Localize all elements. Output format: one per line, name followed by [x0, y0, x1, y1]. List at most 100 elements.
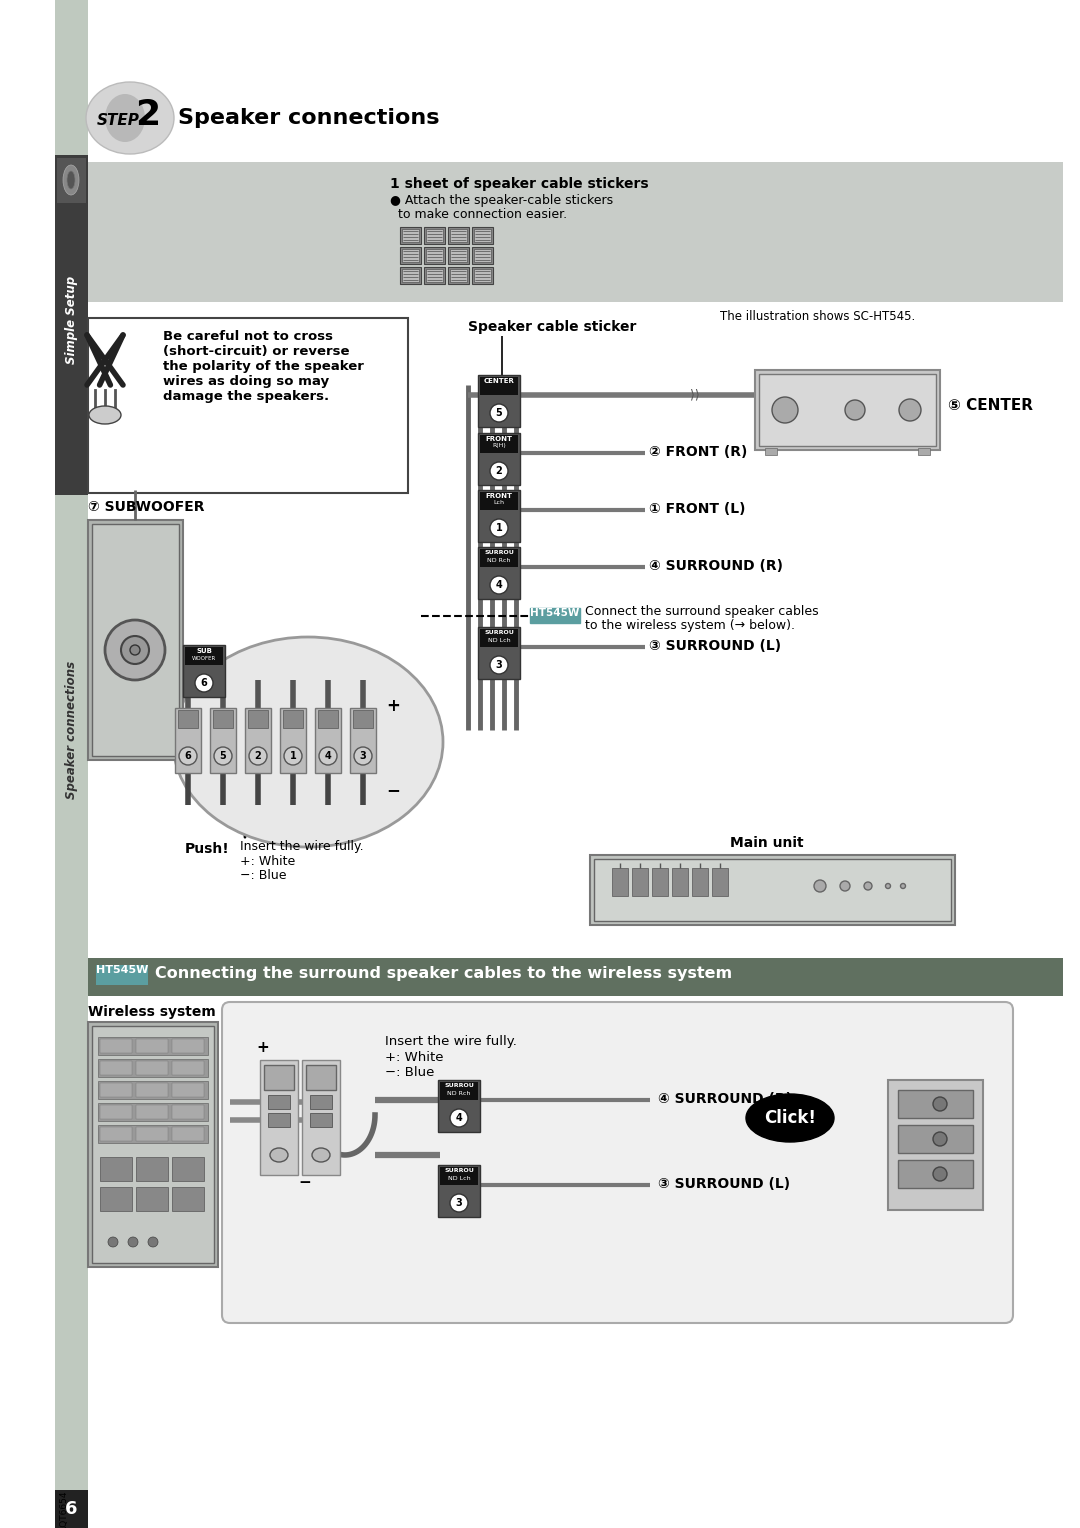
Text: ND Lch: ND Lch — [448, 1177, 470, 1181]
Ellipse shape — [933, 1167, 947, 1181]
Bar — [530, 608, 580, 623]
Text: Push!: Push! — [185, 842, 230, 856]
Bar — [402, 229, 419, 241]
Ellipse shape — [864, 882, 872, 889]
Text: 6: 6 — [65, 1500, 78, 1517]
Bar — [402, 269, 419, 283]
Bar — [480, 377, 518, 396]
Text: +: + — [257, 1041, 269, 1054]
Bar — [310, 1112, 332, 1128]
Text: 3: 3 — [456, 1198, 462, 1209]
Ellipse shape — [450, 1109, 468, 1128]
Text: 3: 3 — [360, 750, 366, 761]
Bar — [100, 1157, 132, 1181]
Text: 1: 1 — [496, 523, 502, 533]
Bar — [353, 711, 373, 727]
Bar — [765, 448, 777, 455]
Bar — [87, 1022, 218, 1267]
Text: ④ SURROUND (R): ④ SURROUND (R) — [649, 559, 783, 573]
Text: WOOFER: WOOFER — [192, 656, 216, 662]
Ellipse shape — [130, 645, 140, 656]
Text: The illustration shows SC-HT545.: The illustration shows SC-HT545. — [720, 310, 915, 322]
Bar — [478, 374, 519, 426]
Text: SURROU: SURROU — [444, 1167, 474, 1174]
Bar — [480, 630, 518, 646]
Text: SURROU: SURROU — [484, 550, 514, 555]
Bar — [98, 1125, 208, 1143]
Ellipse shape — [270, 1148, 288, 1161]
Text: 5: 5 — [219, 750, 227, 761]
Ellipse shape — [195, 674, 213, 692]
Ellipse shape — [899, 399, 921, 422]
Ellipse shape — [105, 95, 145, 142]
Ellipse shape — [814, 880, 826, 892]
Bar — [400, 228, 421, 244]
Bar — [480, 435, 518, 452]
Bar — [400, 267, 421, 284]
Bar — [98, 1038, 208, 1054]
Bar — [98, 1080, 208, 1099]
Text: 4: 4 — [496, 581, 502, 590]
Bar — [175, 707, 201, 773]
Text: ① FRONT (L): ① FRONT (L) — [649, 503, 745, 516]
Bar — [472, 248, 492, 264]
Text: 6: 6 — [201, 678, 207, 688]
Bar — [426, 229, 443, 241]
Bar — [136, 1039, 168, 1053]
Bar — [178, 711, 198, 727]
Text: Click!: Click! — [764, 1109, 816, 1128]
Bar — [87, 520, 183, 759]
Bar — [474, 269, 491, 283]
Text: Insert the wire fully.: Insert the wire fully. — [240, 840, 364, 853]
Bar — [100, 1083, 132, 1097]
Bar — [172, 1128, 204, 1141]
Text: ③ SURROUND (L): ③ SURROUND (L) — [658, 1177, 791, 1190]
Bar — [55, 0, 87, 1528]
Bar — [96, 966, 148, 986]
Bar — [302, 1060, 340, 1175]
Bar — [426, 249, 443, 261]
Text: ④ SURROUND (R): ④ SURROUND (R) — [658, 1093, 792, 1106]
Bar — [283, 711, 303, 727]
Text: FRONT: FRONT — [486, 494, 513, 500]
Bar — [213, 711, 233, 727]
Text: SUB: SUB — [197, 648, 212, 654]
Ellipse shape — [354, 747, 372, 766]
Bar — [594, 859, 951, 921]
Text: ⑦ SUBWOOFER: ⑦ SUBWOOFER — [87, 500, 204, 513]
Bar — [100, 1060, 132, 1076]
Ellipse shape — [105, 620, 165, 680]
Ellipse shape — [173, 637, 443, 847]
Ellipse shape — [490, 520, 508, 536]
Text: 5: 5 — [496, 408, 502, 419]
Bar — [98, 1103, 208, 1122]
Bar — [100, 1187, 132, 1212]
Bar — [172, 1187, 204, 1212]
Bar — [478, 490, 519, 542]
Ellipse shape — [450, 1193, 468, 1212]
Text: SURROU: SURROU — [444, 1083, 474, 1088]
Bar — [402, 249, 419, 261]
Text: ② FRONT (R): ② FRONT (R) — [649, 445, 747, 458]
Bar — [268, 1096, 291, 1109]
Ellipse shape — [148, 1238, 158, 1247]
Bar — [438, 1080, 480, 1132]
Bar — [448, 248, 469, 264]
Ellipse shape — [319, 747, 337, 766]
Bar — [478, 547, 519, 599]
Text: ③ SURROUND (L): ③ SURROUND (L) — [649, 639, 781, 652]
Bar — [55, 154, 87, 495]
Ellipse shape — [214, 747, 232, 766]
Ellipse shape — [89, 406, 121, 423]
Text: to make connection easier.: to make connection easier. — [390, 208, 567, 222]
Bar — [474, 229, 491, 241]
Bar — [136, 1060, 168, 1076]
Bar — [315, 707, 341, 773]
Text: ● Attach the speaker-cable stickers: ● Attach the speaker-cable stickers — [390, 194, 613, 206]
Ellipse shape — [490, 576, 508, 594]
Text: Speaker cable sticker: Speaker cable sticker — [468, 319, 636, 335]
Text: Connecting the surround speaker cables to the wireless system: Connecting the surround speaker cables t… — [156, 966, 732, 981]
Bar — [424, 248, 445, 264]
Text: ⟩⟩: ⟩⟩ — [690, 388, 700, 400]
Bar — [248, 711, 268, 727]
